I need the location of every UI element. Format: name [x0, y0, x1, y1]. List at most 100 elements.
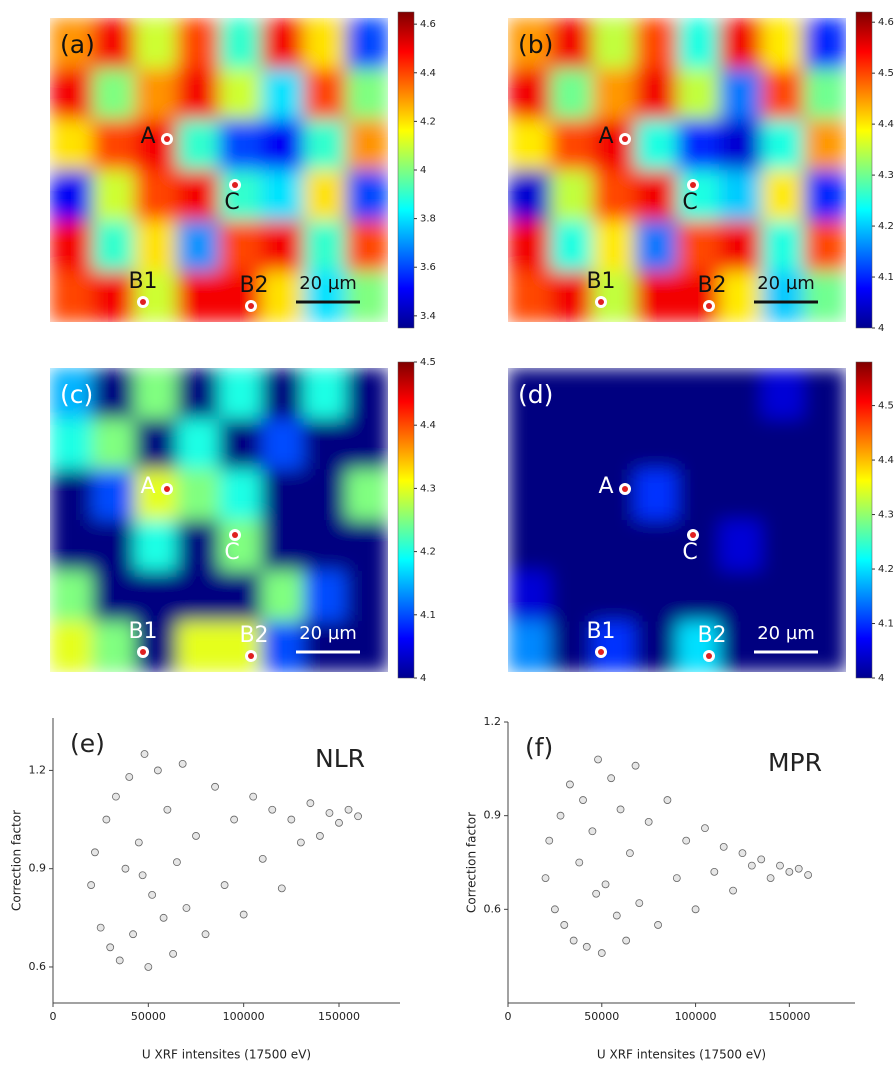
annotation: C: [224, 190, 239, 215]
point: [550, 905, 559, 914]
x-tick-label: 50000: [131, 1010, 166, 1023]
heat-cell: [677, 18, 720, 70]
y-axis-label: Correction factor: [465, 812, 479, 913]
heat-cell: [303, 469, 347, 521]
heat-cell: [592, 68, 636, 120]
marker-dot: [140, 649, 146, 655]
marker-dot: [598, 299, 604, 305]
point: [626, 849, 634, 858]
marker-dot: [164, 486, 170, 492]
heat-cell: [677, 220, 720, 272]
colorbar-tick-label: 4.1: [878, 619, 894, 630]
heat-cell: [176, 520, 220, 572]
heat-cell: [303, 418, 347, 470]
heat-cell: [92, 170, 135, 222]
colorbar-tick-label: 4.2: [878, 564, 894, 575]
chart-title: MPR: [768, 748, 822, 777]
heatmap-cells: [50, 368, 388, 672]
colorbar-tick-label: 4.4: [878, 455, 894, 466]
marker-dot: [232, 532, 238, 538]
heat-cell: [677, 469, 720, 521]
x-axis-label: U XRF intensites (17500 eV): [597, 1048, 766, 1062]
heat-cell: [719, 570, 762, 622]
heat-cell: [345, 418, 388, 470]
heat-cell: [134, 570, 178, 622]
point: [804, 871, 813, 879]
heat-cell: [677, 68, 720, 120]
heat-cell: [761, 469, 805, 521]
heat-cell: [803, 621, 846, 672]
heatmap: [508, 368, 846, 672]
heat-cell: [677, 271, 720, 322]
heat-cell: [219, 418, 262, 470]
heat-cell: [303, 570, 347, 622]
colorbar-tick-label: 4.4: [420, 68, 436, 79]
heat-cell: [719, 220, 762, 272]
panel-label: (d): [518, 380, 553, 409]
colorbar-tick-label: 4.3: [420, 483, 436, 494]
colorbar-tick-label: 4.3: [878, 510, 894, 521]
point: [588, 827, 597, 836]
heat-cell: [592, 170, 636, 222]
heat-cell: [719, 418, 762, 470]
heat-cell: [761, 368, 805, 420]
heat-cell: [761, 170, 805, 222]
heat-cell: [550, 368, 593, 420]
heat-cell: [803, 18, 846, 70]
heat-cell: [92, 621, 135, 672]
scale-bar-label: 20 µm: [757, 273, 815, 294]
heat-cell: [592, 520, 636, 572]
heat-cell: [592, 418, 636, 470]
heat-cell: [134, 119, 178, 171]
heat-cell: [719, 271, 762, 322]
heat-cell: [677, 621, 720, 672]
heat-cell: [761, 570, 805, 622]
heat-cell: [550, 621, 593, 672]
heat-cell: [303, 119, 347, 171]
annotation: B2: [239, 273, 268, 298]
heat-cell: [719, 368, 762, 420]
point: [592, 889, 601, 898]
heat-cell: [176, 368, 220, 420]
point: [335, 818, 343, 827]
colorbar-tick-label: 4: [420, 673, 426, 684]
heat-cell: [508, 68, 551, 120]
heat-cell: [719, 520, 762, 572]
y-tick-label: 0.9: [29, 862, 47, 875]
point: [173, 858, 181, 867]
heatmap: [50, 18, 388, 322]
heat-cell: [219, 119, 262, 171]
heat-cell: [50, 68, 93, 120]
heat-cell: [261, 418, 304, 470]
heat-cell: [508, 469, 551, 521]
heat-cell: [677, 170, 720, 222]
marker-dot: [164, 136, 170, 142]
scale-bar-label: 20 µm: [299, 623, 357, 644]
point: [691, 905, 700, 914]
heat-cell: [176, 469, 220, 521]
heat-cell: [50, 570, 93, 622]
heat-cell: [508, 418, 551, 470]
heat-cell: [508, 621, 551, 672]
annotation: A: [598, 474, 613, 499]
heat-cell: [719, 119, 762, 171]
heat-cell: [345, 271, 388, 322]
point: [635, 899, 644, 907]
point: [159, 913, 168, 922]
colorbar-tick-label: 4.6: [878, 17, 894, 28]
point: [729, 886, 737, 895]
point: [148, 890, 157, 899]
annotation: A: [598, 124, 613, 149]
heat-cell: [634, 68, 678, 120]
point: [579, 796, 587, 804]
heat-cell: [50, 220, 93, 272]
heat-cell: [50, 170, 93, 222]
heat-cell: [219, 220, 262, 272]
heat-cell: [592, 368, 636, 420]
heat-cell: [50, 418, 93, 470]
heat-cell: [345, 621, 388, 672]
heat-cell: [303, 271, 347, 322]
annotation: B2: [239, 623, 268, 648]
annotation: B1: [586, 269, 615, 294]
